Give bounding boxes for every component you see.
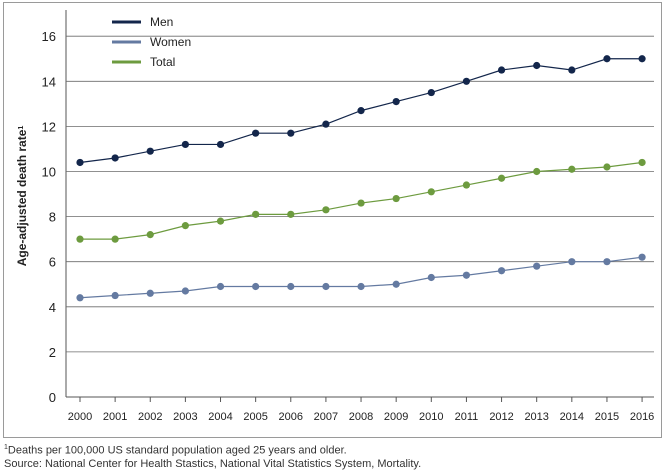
data-point-men xyxy=(392,97,400,106)
x-tick-label: 2000 xyxy=(68,411,92,423)
x-tick-label: 2014 xyxy=(560,411,584,423)
data-point-total xyxy=(181,222,189,230)
data-point-women xyxy=(76,294,84,302)
data-point-women xyxy=(497,267,506,275)
footnote-definition: 1Deaths per 100,000 US standard populati… xyxy=(4,444,347,457)
data-point-total xyxy=(497,174,506,182)
x-tick-label: 2004 xyxy=(208,411,232,423)
x-tick-label: 2010 xyxy=(419,411,443,423)
footnote-source: Source: National Center for Health Stast… xyxy=(4,458,422,470)
x-tick-label: 2001 xyxy=(103,411,127,423)
y-tick-label: 14 xyxy=(42,74,56,89)
data-point-men xyxy=(76,158,84,167)
data-point-women xyxy=(357,282,365,291)
x-tick-label: 2007 xyxy=(314,411,338,423)
data-point-men xyxy=(497,66,506,74)
data-point-men xyxy=(216,140,225,149)
data-point-total xyxy=(111,235,119,243)
data-point-men xyxy=(322,120,330,128)
y-tick-label: 4 xyxy=(49,300,56,315)
data-point-women xyxy=(603,258,611,266)
legend-label-men: Men xyxy=(150,15,173,29)
x-tick-label: 2016 xyxy=(630,411,654,423)
data-point-women xyxy=(533,262,541,270)
data-point-women xyxy=(638,253,646,261)
legend-label-women: Women xyxy=(150,35,191,49)
y-tick-label: 2 xyxy=(49,345,56,360)
y-tick-label: 12 xyxy=(42,119,56,134)
x-tick-label: 2015 xyxy=(595,411,619,423)
data-point-women xyxy=(252,282,260,291)
data-point-total xyxy=(568,165,576,173)
data-point-men xyxy=(603,55,611,63)
data-point-women xyxy=(181,287,189,295)
data-point-total xyxy=(392,194,400,203)
data-point-men xyxy=(181,140,189,149)
data-point-women xyxy=(322,282,330,291)
x-tick-label: 2002 xyxy=(138,411,162,423)
data-point-total xyxy=(287,210,295,218)
x-tick-label: 2008 xyxy=(349,411,373,423)
x-axis-ticks: 2000 2001 2002 2003 2004 2005 2006 2007 2008 2009… xyxy=(68,397,654,423)
x-tick-label: 2011 xyxy=(455,411,479,423)
data-point-women xyxy=(111,291,119,300)
data-point-total xyxy=(216,217,225,225)
footnote-text: Deaths per 100,000 US standard populatio… xyxy=(7,444,347,457)
chart-frame xyxy=(3,2,662,438)
data-point-women xyxy=(392,280,400,288)
legend: Men Women Total xyxy=(112,15,191,69)
data-point-total xyxy=(427,188,435,196)
data-point-women xyxy=(287,282,295,291)
data-point-men xyxy=(252,129,260,137)
data-point-men xyxy=(146,147,154,155)
data-point-total xyxy=(638,158,646,167)
data-point-total xyxy=(252,210,260,218)
footnote-marker: 1 xyxy=(4,444,8,451)
y-axis-label-marker: 1 xyxy=(18,126,25,130)
data-point-women xyxy=(146,289,154,297)
y-tick-label: 6 xyxy=(49,255,56,270)
x-tick-label: 2009 xyxy=(384,411,408,423)
data-point-women xyxy=(462,271,471,279)
x-tick-label: 2005 xyxy=(243,411,267,423)
x-tick-label: 2013 xyxy=(524,411,548,423)
y-tick-label: 8 xyxy=(49,210,56,225)
y-axis-ticks: 0 2 4 6 8 10 12 14 16 xyxy=(42,29,56,405)
data-point-total xyxy=(603,163,611,171)
data-point-total xyxy=(146,231,154,239)
data-point-men xyxy=(462,77,471,85)
y-tick-label: 0 xyxy=(49,390,56,405)
data-point-men xyxy=(427,88,435,97)
series-line-women xyxy=(79,256,643,299)
x-tick-label: 2006 xyxy=(279,411,303,423)
data-point-total xyxy=(462,181,471,189)
y-tick-label: 16 xyxy=(42,29,56,44)
data-point-men xyxy=(533,61,541,70)
data-point-total xyxy=(76,235,84,243)
y-tick-label: 10 xyxy=(42,165,56,180)
data-point-men xyxy=(287,129,295,137)
series-group xyxy=(76,55,646,302)
data-point-men xyxy=(111,154,119,162)
x-tick-label: 2003 xyxy=(173,411,197,423)
data-point-men xyxy=(638,55,646,63)
x-tick-label: 2012 xyxy=(489,411,513,423)
gridlines xyxy=(65,10,654,398)
data-point-men xyxy=(357,107,365,115)
data-point-total xyxy=(357,199,365,207)
data-point-women xyxy=(427,273,435,282)
data-point-women xyxy=(216,282,225,291)
y-axis-label: Age-adjusted death rate1 xyxy=(15,126,29,267)
data-point-women xyxy=(568,258,576,266)
legend-label-total: Total xyxy=(150,55,175,69)
data-point-total xyxy=(322,206,330,214)
data-point-men xyxy=(568,66,576,74)
data-point-total xyxy=(533,167,541,176)
